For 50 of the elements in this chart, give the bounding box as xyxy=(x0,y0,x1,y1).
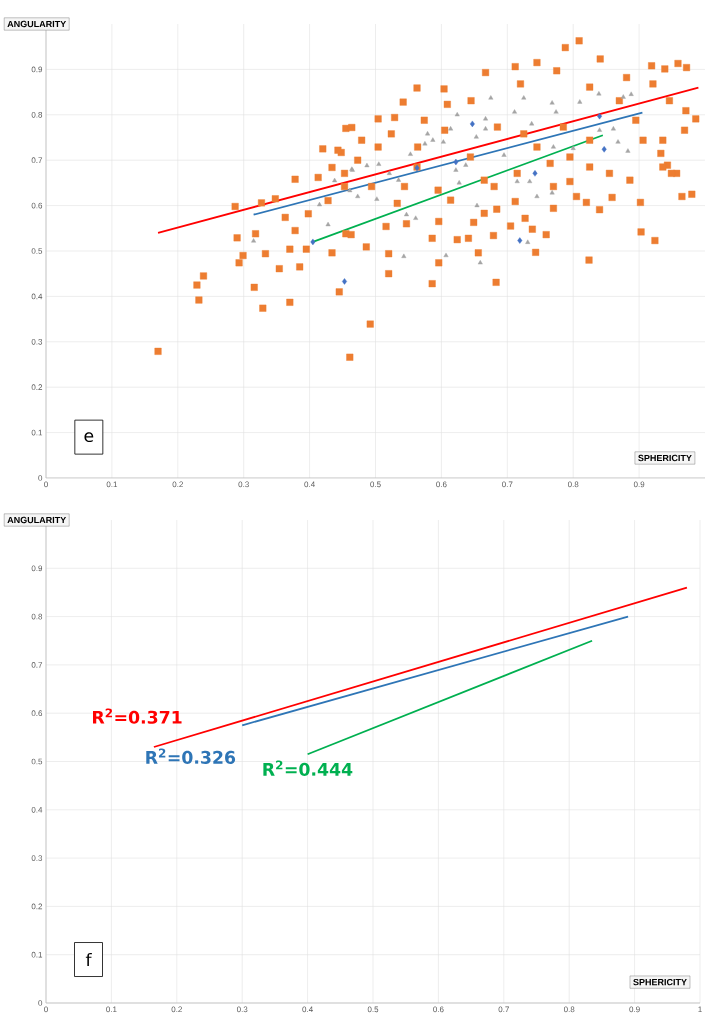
x-tick-label: 1 xyxy=(698,1006,703,1013)
annotation: e xyxy=(84,432,94,443)
x-tick-label: 0.3 xyxy=(237,1006,248,1013)
y-tick-label: 0.8 xyxy=(31,613,43,620)
x-tick-label: 0.8 xyxy=(568,481,579,488)
y-tick-label: 0.5 xyxy=(31,758,43,765)
y-tick-label: 0.2 xyxy=(31,903,43,910)
x-tick-label: 0 xyxy=(44,481,49,488)
y-tick-label: 0.5 xyxy=(31,248,43,254)
y-tick-label: 0.9 xyxy=(31,565,43,572)
x-tick-label: 0.2 xyxy=(171,1006,183,1013)
x-axis-title: SPHERICITY xyxy=(638,454,692,462)
x-tick-label: 0.5 xyxy=(367,1006,379,1013)
x-tick-label: 0.9 xyxy=(634,481,645,488)
y-tick-label: 0.4 xyxy=(31,293,43,300)
y-tick-label: 0.6 xyxy=(31,710,43,717)
x-tick-label: 0.2 xyxy=(172,481,184,488)
y-tick-label: 0.7 xyxy=(31,662,43,668)
x-tick-label: 0.8 xyxy=(564,1006,575,1013)
x-tick-label: 0.6 xyxy=(436,481,447,488)
y-tick-label: 0 xyxy=(38,1000,43,1006)
x-tick-label: 0.5 xyxy=(370,481,381,488)
y-tick-label: 0.1 xyxy=(31,951,43,958)
x-tick-label: 0 xyxy=(44,1006,49,1013)
y-tick-label: 0.3 xyxy=(31,338,43,345)
x-tick-label: 0.6 xyxy=(433,1006,444,1013)
y-tick-label: 0.6 xyxy=(31,202,43,209)
y-tick-label: 0.4 xyxy=(31,806,43,813)
annotation: R$^{2}$=0.371 xyxy=(93,708,182,724)
y-tick-label: 0.9 xyxy=(31,66,43,73)
y-tick-label: 0.8 xyxy=(31,111,43,118)
x-tick-label: 0.3 xyxy=(238,481,250,488)
x-tick-label: 0.1 xyxy=(106,1006,117,1013)
x-tick-label: 0.4 xyxy=(302,1006,314,1013)
y-tick-label: 0.7 xyxy=(31,157,43,164)
y-tick-label: 0.3 xyxy=(31,855,43,861)
x-tick-label: 0.1 xyxy=(106,481,118,488)
y-tick-label: 0.2 xyxy=(31,384,43,391)
x-tick-label: 0.7 xyxy=(502,481,513,488)
y-tick-label: 0.1 xyxy=(31,429,43,436)
y-axis-title: ANGULARITY xyxy=(7,516,67,524)
x-tick-label: 0.9 xyxy=(629,1006,640,1013)
y-tick-label: 0 xyxy=(38,475,43,481)
annotation: R$^{2}$=0.326 xyxy=(146,748,236,764)
x-tick-label: 0.7 xyxy=(498,1006,510,1013)
x-tick-label: 0.4 xyxy=(304,481,316,488)
x-axis-title: SPHERICITY xyxy=(633,978,688,986)
annotation: R$^{2}$=0.444 xyxy=(263,760,353,776)
annotation: f xyxy=(86,952,93,967)
y-axis-title: ANGULARITY xyxy=(7,20,67,28)
